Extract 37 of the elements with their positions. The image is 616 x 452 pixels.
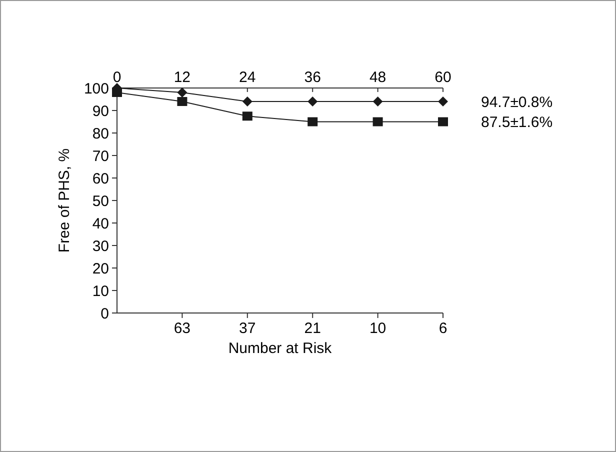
y-axis-title: Free of PHS, %: [56, 148, 73, 253]
x-tick-label: 60: [434, 69, 452, 86]
y-tick-label: 40: [92, 215, 109, 232]
point: [177, 97, 188, 106]
text: 10: [369, 320, 386, 337]
y-tick-label: 20: [92, 260, 109, 278]
point: [308, 96, 318, 106]
x-tick-label: 0: [112, 69, 122, 86]
x-tick-label: 24: [239, 69, 256, 86]
point: [438, 96, 448, 106]
x-tick-label: 48: [369, 69, 386, 86]
point: [242, 112, 252, 121]
point: [372, 117, 383, 126]
point: [438, 117, 448, 126]
y-tick-label: 0: [100, 305, 109, 322]
text: 94.7±0.8%: [481, 94, 553, 111]
y-tick-label: 100: [84, 80, 109, 98]
text: 21: [304, 320, 321, 337]
x-tick-label: 36: [304, 69, 321, 86]
point: [242, 96, 252, 106]
y-tick-label: 90: [92, 102, 109, 120]
y-tick-label: 50: [92, 192, 109, 210]
y-tick-label: 10: [92, 282, 109, 300]
point: [308, 117, 318, 126]
x-axis-title: Number at Risk: [228, 340, 332, 357]
y-tick-label: 70: [92, 148, 109, 165]
y-tick-label: 80: [92, 125, 109, 142]
y-tick-label: 60: [92, 170, 109, 188]
text: 37: [239, 320, 256, 337]
text: 6: [438, 320, 448, 337]
point: [372, 96, 383, 106]
text: 63: [174, 320, 191, 337]
x-tick-label: 12: [174, 69, 191, 86]
point: [112, 88, 122, 97]
y-tick-label: 30: [92, 238, 109, 255]
text: 87.5±1.6%: [481, 114, 553, 131]
point: [177, 88, 188, 98]
